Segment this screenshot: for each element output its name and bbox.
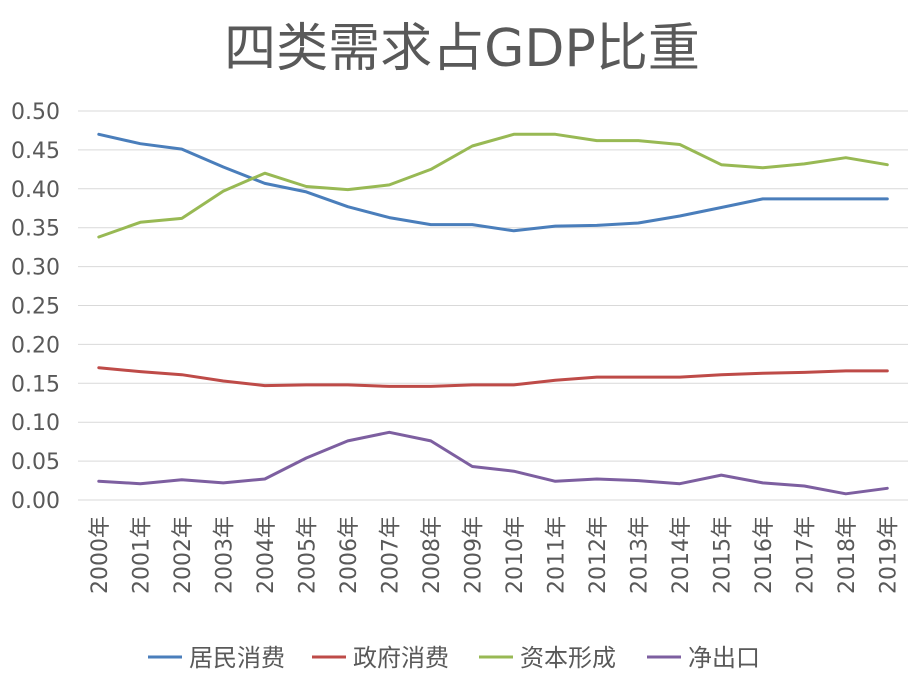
- x-tick-label-group: 2008年: [420, 516, 445, 594]
- y-tick-label: 0.35: [11, 217, 60, 242]
- y-tick-label: 0.25: [11, 295, 60, 320]
- x-tick-label-group: 2013年: [627, 516, 652, 594]
- legend-label: 资本形成: [520, 644, 616, 672]
- y-tick-label: 0.45: [11, 139, 60, 164]
- series-line-4: [97, 430, 889, 496]
- x-tick-label-group: 2018年: [835, 516, 860, 594]
- x-tick-label: 2002年: [171, 516, 196, 594]
- x-tick-label: 2007年: [378, 516, 403, 594]
- x-tick-label: 2004年: [254, 516, 279, 594]
- x-tick-label: 2011年: [544, 516, 569, 594]
- legend-label: 居民消费: [189, 644, 285, 672]
- y-tick-label: 0.15: [11, 372, 60, 397]
- y-axis-ticks: 0.00 0.05 0.10 0.15 0.20 0.25 0.30 0.35 0.40 0.45…: [11, 100, 60, 514]
- x-tick-label: 2008年: [420, 516, 445, 594]
- x-tick-label: 2012年: [586, 516, 611, 594]
- y-tick-label: 0.30: [11, 256, 60, 281]
- x-tick-label-group: 2006年: [337, 516, 362, 594]
- x-tick-label: 2017年: [793, 516, 818, 594]
- chart-title: 四类需求占GDP比重: [224, 19, 700, 79]
- x-tick-label-group: 2001年: [129, 516, 154, 594]
- x-tick-label: 2015年: [710, 516, 735, 594]
- x-tick-label: 2003年: [212, 516, 237, 594]
- x-tick-label: 2013年: [627, 516, 652, 594]
- series-line-1: [97, 132, 889, 233]
- x-tick-label-group: 2005年: [295, 516, 320, 594]
- x-tick-label: 2016年: [752, 516, 777, 594]
- x-tick-label: 2005年: [295, 516, 320, 594]
- y-tick-label: 0.05: [11, 450, 60, 475]
- y-tick-label: 0.20: [11, 333, 60, 358]
- legend: 居民消费 政府消费 资本形成 净出口: [148, 644, 760, 672]
- x-tick-label: 2000年: [88, 516, 113, 594]
- x-tick-label-group: 2011年: [544, 516, 569, 594]
- x-tick-label: 2018年: [835, 516, 860, 594]
- x-tick-label: 2001年: [129, 516, 154, 594]
- series-line-3: [97, 132, 889, 239]
- x-tick-label-group: 2002年: [171, 516, 196, 594]
- gridlines: [78, 110, 908, 501]
- legend-label: 政府消费: [353, 644, 449, 672]
- x-tick-label-group: 2010年: [503, 516, 528, 594]
- x-tick-label-group: 2016年: [752, 516, 777, 594]
- x-tick-label-group: 2007年: [378, 516, 403, 594]
- x-tick-label: 2009年: [461, 516, 486, 594]
- x-tick-label-group: 2017年: [793, 516, 818, 594]
- legend-label: 净出口: [688, 644, 760, 672]
- x-tick-label-group: 2009年: [461, 516, 486, 594]
- y-tick-label: 0.40: [11, 178, 60, 203]
- x-tick-label-group: 2004年: [254, 516, 279, 594]
- series-lines: [97, 132, 889, 496]
- x-tick-label-group: 2000年: [88, 516, 113, 594]
- x-tick-label: 2019年: [876, 516, 901, 594]
- x-tick-label-group: 2015年: [710, 516, 735, 594]
- x-tick-label-group: 2014年: [669, 516, 694, 594]
- x-tick-label: 2006年: [337, 516, 362, 594]
- x-tick-label-group: 2003年: [212, 516, 237, 594]
- series-line-2: [97, 366, 889, 388]
- x-tick-label: 2014年: [669, 516, 694, 594]
- x-tick-label-group: 2019年: [876, 516, 901, 594]
- x-tick-label-group: 2012年: [586, 516, 611, 594]
- y-tick-label: 0.10: [11, 411, 60, 436]
- y-tick-label: 0.00: [11, 489, 60, 514]
- x-tick-label: 2010年: [503, 516, 528, 594]
- y-tick-label: 0.50: [11, 100, 60, 125]
- x-axis-ticks: 2000年 2001年 2002年 2003年 2004年 2005年 2006年 2007年…: [88, 516, 902, 594]
